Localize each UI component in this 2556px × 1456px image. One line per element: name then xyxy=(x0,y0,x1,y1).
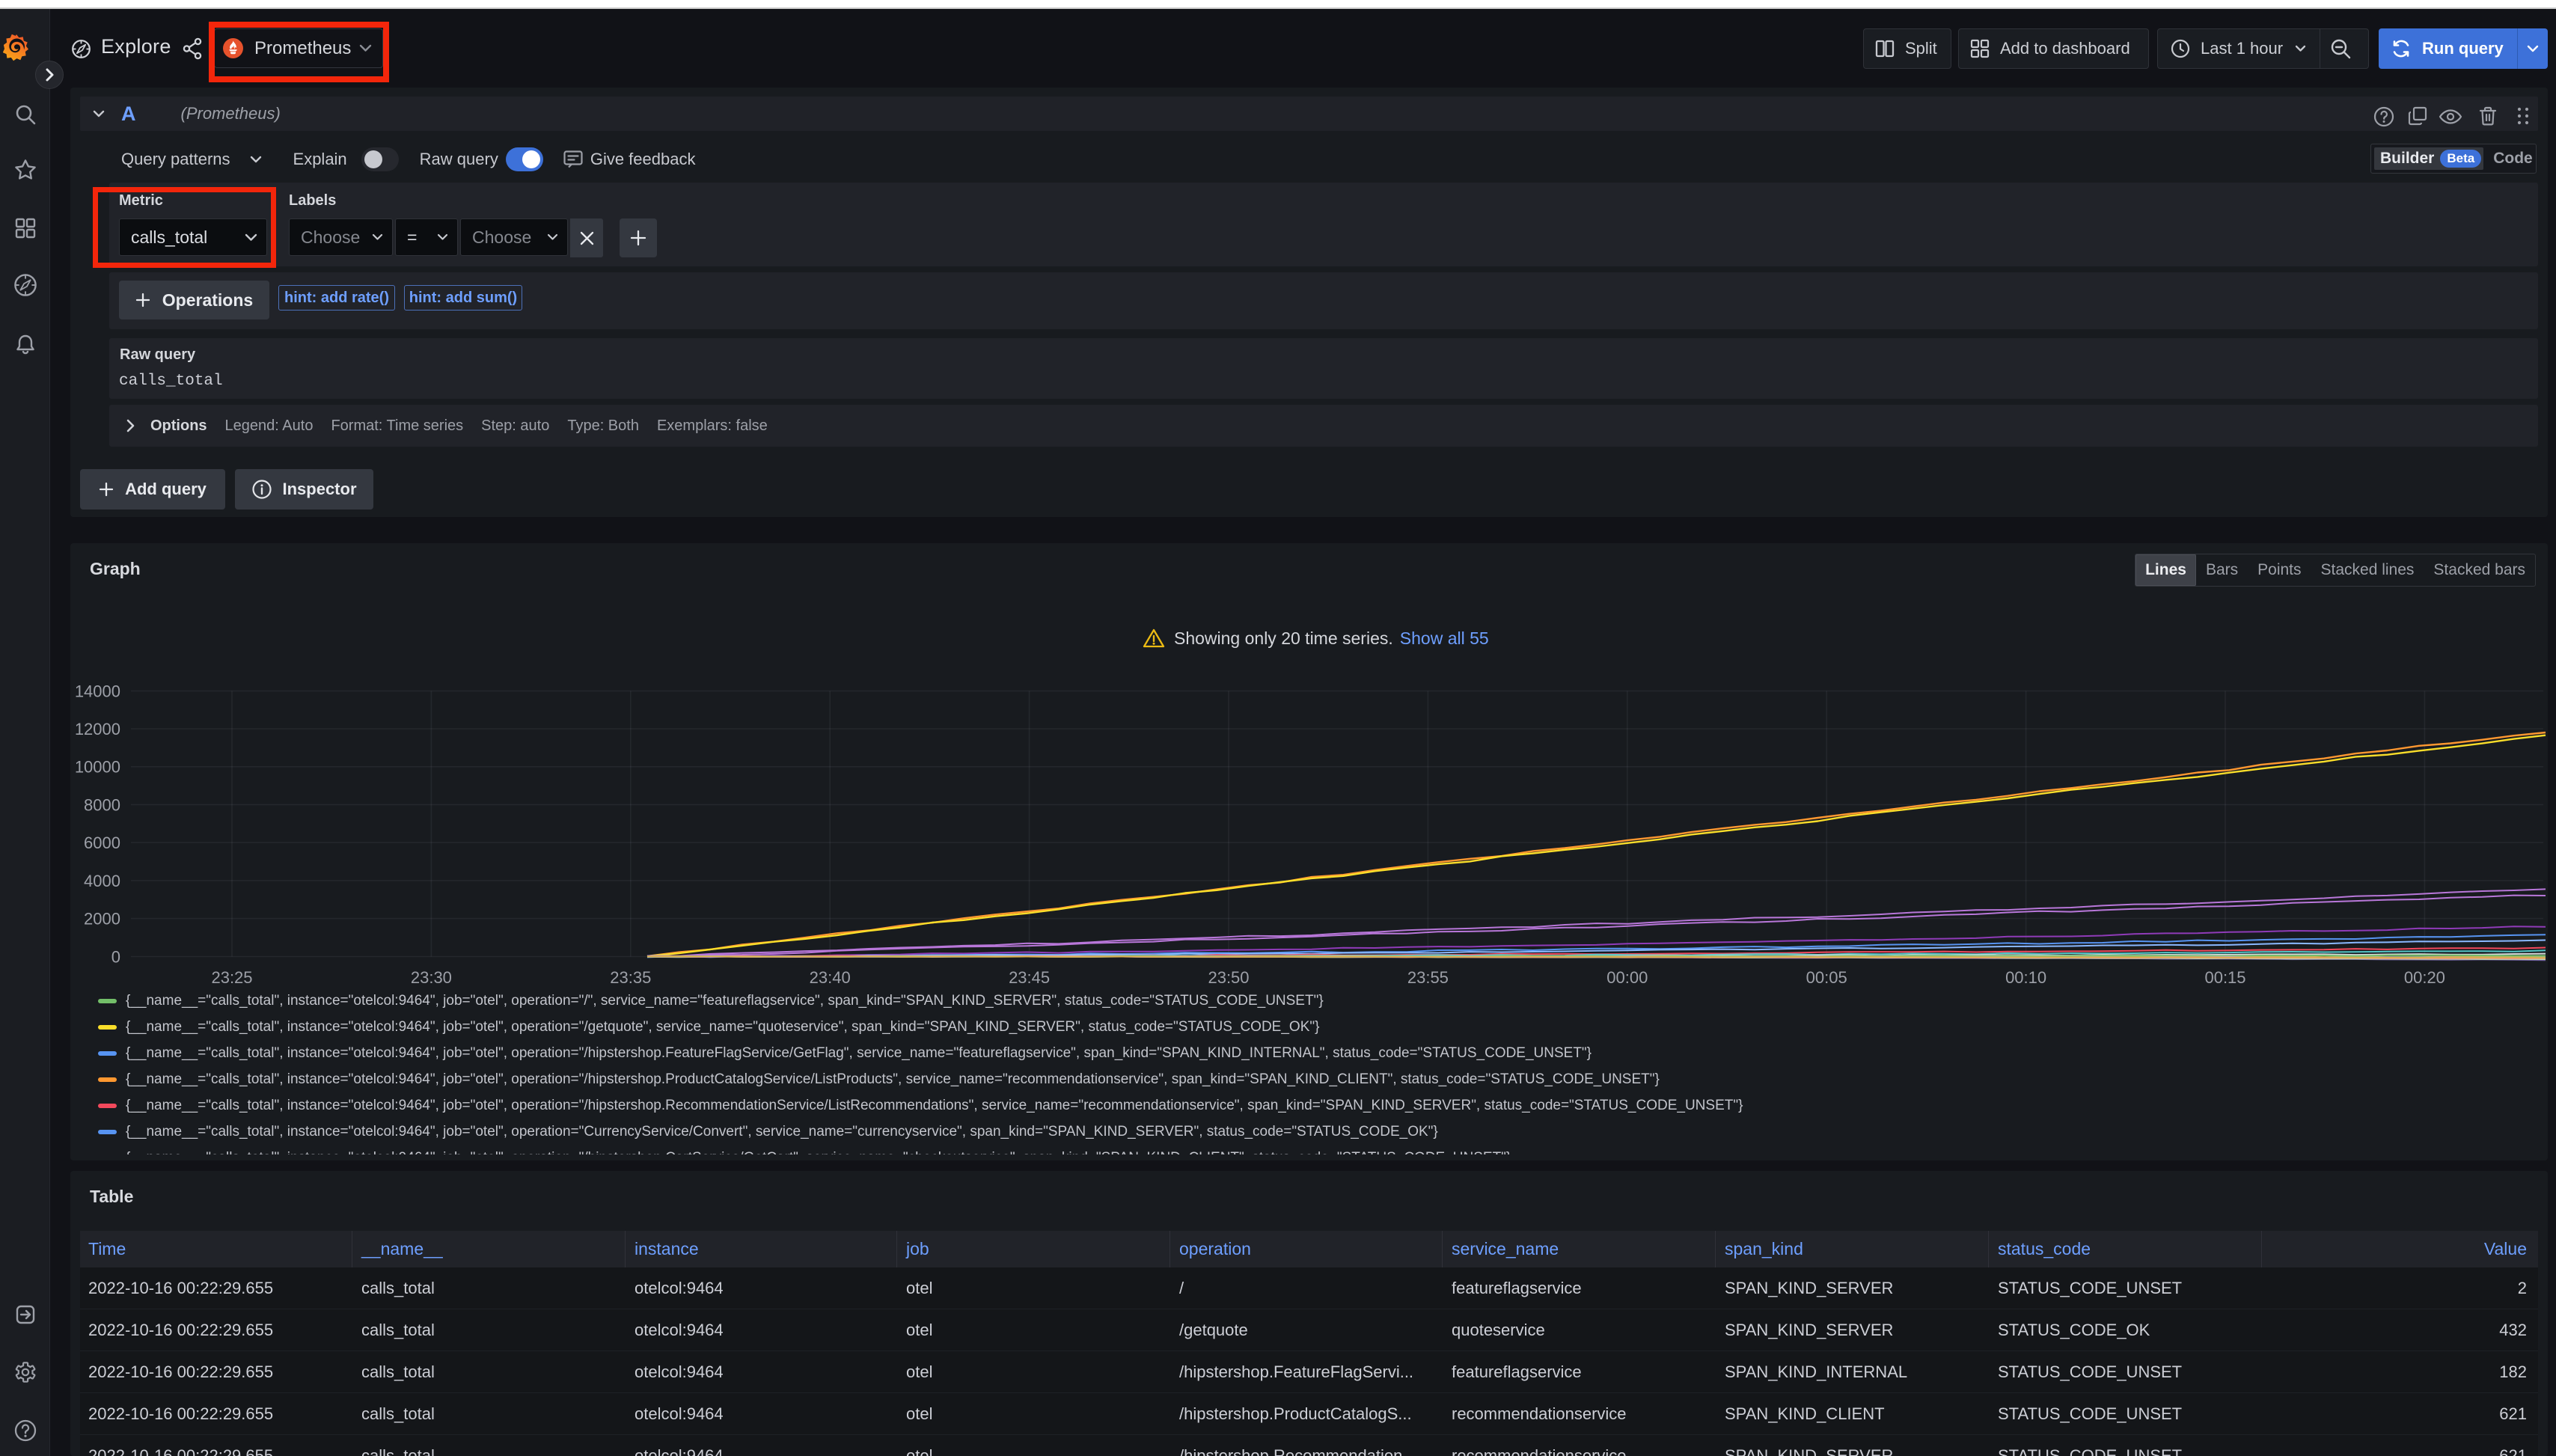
svg-text:23:55: 23:55 xyxy=(1407,968,1449,987)
svg-text:0: 0 xyxy=(111,948,120,967)
svg-text:12000: 12000 xyxy=(75,720,120,738)
svg-text:23:45: 23:45 xyxy=(1009,968,1050,987)
svg-text:10000: 10000 xyxy=(75,758,120,777)
svg-text:8000: 8000 xyxy=(84,795,120,814)
svg-text:00:15: 00:15 xyxy=(2204,968,2245,987)
svg-text:00:20: 00:20 xyxy=(2404,968,2445,987)
svg-text:00:00: 00:00 xyxy=(1606,968,1648,987)
svg-text:2000: 2000 xyxy=(84,910,120,929)
svg-text:6000: 6000 xyxy=(84,833,120,852)
svg-text:4000: 4000 xyxy=(84,872,120,890)
svg-text:00:05: 00:05 xyxy=(1806,968,1847,987)
svg-text:23:50: 23:50 xyxy=(1208,968,1249,987)
svg-text:23:25: 23:25 xyxy=(211,968,252,987)
svg-text:23:40: 23:40 xyxy=(810,968,851,987)
svg-text:00:10: 00:10 xyxy=(2005,968,2046,987)
svg-text:14000: 14000 xyxy=(75,682,120,701)
svg-text:23:35: 23:35 xyxy=(610,968,651,987)
svg-text:23:30: 23:30 xyxy=(411,968,452,987)
